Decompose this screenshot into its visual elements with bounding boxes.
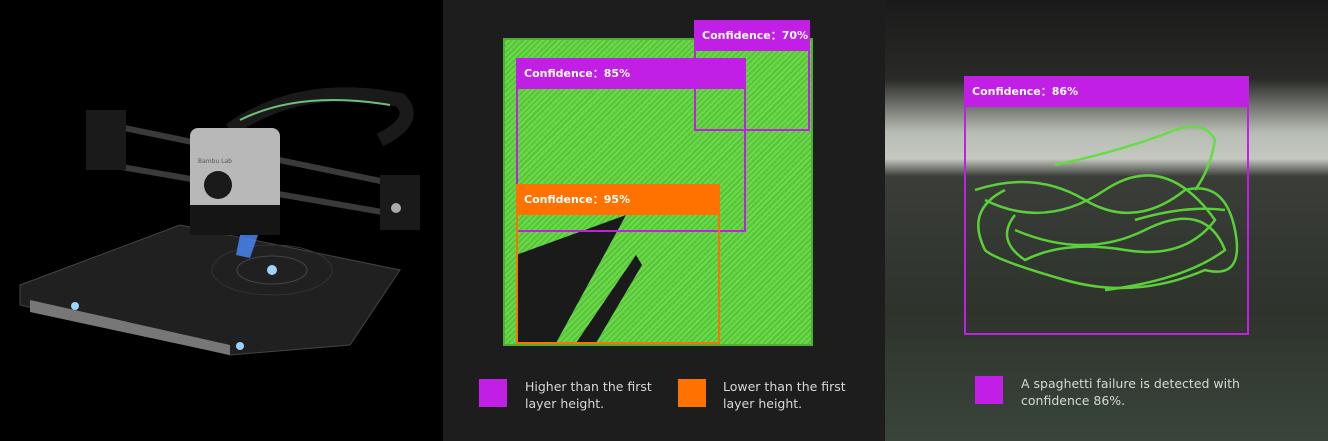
detection-label: Confidence：85% <box>516 58 746 89</box>
spaghetti-panel: Confidence：86% A spaghetti failure is de… <box>885 0 1328 441</box>
first-layer-panel: Confidence：70% Confidence：85% Confidence… <box>443 0 885 441</box>
legend-swatch-lower <box>678 379 706 407</box>
bambu-lab-logo: Bambu Lab <box>198 158 232 165</box>
legend-text-spaghetti: A spaghetti failure is detected with con… <box>1021 376 1240 408</box>
detection-label: Confidence：95% <box>516 184 720 215</box>
printer-illustration: Bambu Lab <box>19 87 420 356</box>
legend-swatch-higher <box>479 379 507 407</box>
detection-box-85: Confidence：85% <box>516 58 746 232</box>
legend-text-lower: Lower than the first layer height. <box>723 379 846 411</box>
legend-text-higher: Higher than the first layer height. <box>525 379 652 411</box>
detection-label: Confidence：86% <box>964 76 1249 107</box>
exposed-bed-area <box>516 215 642 343</box>
legend-swatch-spaghetti <box>975 376 1003 404</box>
detection-box-95: Confidence：95% <box>516 184 720 344</box>
spaghetti-filament <box>974 125 1239 292</box>
detection-box-86: Confidence：86% <box>964 76 1249 335</box>
printer-image-panel: Bambu Lab <box>0 0 443 441</box>
detection-label: Confidence：70% <box>694 20 810 51</box>
